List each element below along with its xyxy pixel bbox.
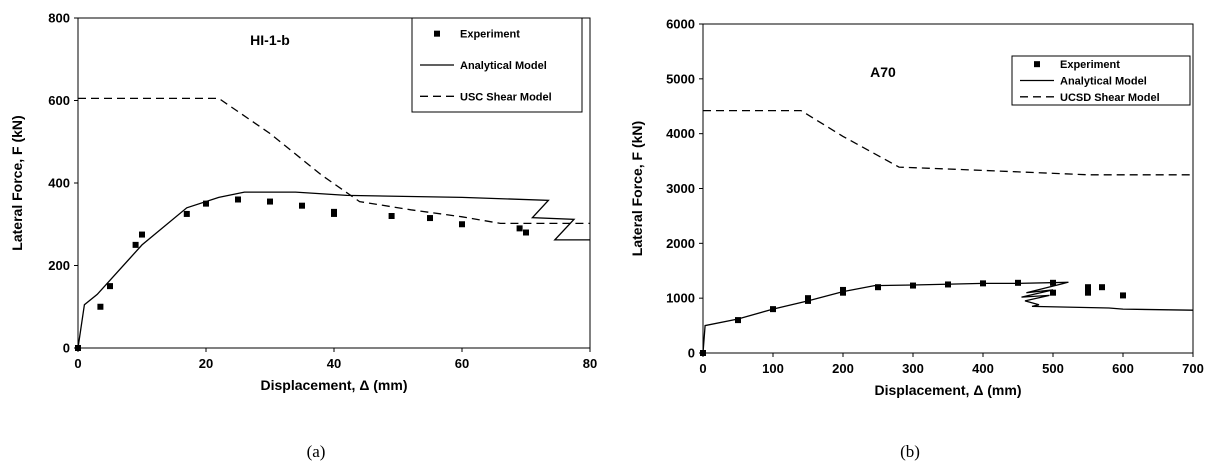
experiment-point (139, 231, 145, 238)
experiment-point (1050, 289, 1056, 296)
x-tick-label: 40 (327, 356, 341, 371)
y-tick-label: 4000 (666, 126, 695, 141)
legend-label: Analytical Model (460, 60, 547, 72)
experiment-point (388, 213, 395, 219)
legend-label: USC Shear Model (460, 91, 552, 103)
x-tick-label: 20 (199, 356, 213, 371)
experiment-point (97, 303, 104, 310)
experiment-point (735, 317, 741, 324)
y-tick-label: 3000 (666, 181, 695, 196)
experiment-point (203, 200, 209, 207)
experiment-point (875, 284, 881, 291)
legend-label: Experiment (460, 29, 520, 41)
panel-title: HI-1-b (250, 32, 290, 48)
experiment-point (267, 198, 273, 205)
y-tick-label: 6000 (666, 17, 695, 32)
experiment-point (299, 202, 305, 209)
y-tick-label: 0 (63, 341, 70, 356)
y-tick-label: 1000 (666, 291, 695, 306)
panel-caption: (a) (307, 442, 326, 461)
x-tick-label: 200 (832, 361, 854, 376)
y-tick-label: 600 (48, 93, 70, 108)
experiment-point (1085, 289, 1091, 296)
experiment-point (523, 229, 529, 236)
experiment-point (805, 295, 811, 302)
experiment-point (132, 241, 139, 248)
shear-model-line (78, 97, 590, 225)
analytical-model-line (703, 281, 1193, 353)
legend: Experiment Analytical Model UCSD Shear Mod… (1011, 55, 1191, 106)
y-tick-label: 400 (48, 176, 70, 191)
shear-model-line (703, 109, 1193, 176)
y-tick-label: 200 (48, 258, 70, 273)
experiment-point (840, 286, 846, 293)
y-tick-label: 800 (48, 11, 70, 26)
y-tick-label: 5000 (666, 71, 695, 86)
x-tick-label: 300 (902, 361, 924, 376)
x-tick-label: 700 (1182, 361, 1204, 376)
analytical-model-line (78, 191, 590, 348)
experiment-point (1120, 292, 1126, 299)
experiment-point (107, 283, 113, 290)
legend-label: UCSD Shear Model (1060, 92, 1160, 104)
panel-caption: (b) (900, 442, 920, 461)
y-axis-title: Lateral Force, F (kN) (629, 121, 645, 256)
experiment-point (183, 210, 190, 217)
experiment-point (1085, 284, 1091, 291)
x-tick-label: 60 (455, 356, 469, 371)
panel-b: 0 1000 2000 3000 4000 5000 6000 0 100 200 300 400 50… (629, 17, 1204, 462)
experiment-point (331, 210, 337, 217)
y-tick-label: 0 (688, 346, 695, 361)
x-tick-label: 500 (1042, 361, 1064, 376)
x-tick-label: 80 (583, 356, 597, 371)
legend-label: Analytical Model (1060, 76, 1147, 88)
legend: Experiment Analytical Model USC Shear Mode… (411, 17, 583, 113)
x-tick-label: 600 (1112, 361, 1134, 376)
legend-marker (434, 30, 440, 37)
experiment-point (516, 225, 523, 232)
legend-marker (1034, 61, 1040, 68)
x-tick-label: 400 (972, 361, 994, 376)
x-axis-title: Displacement, Δ (mm) (261, 377, 408, 393)
y-tick-label: 2000 (666, 236, 695, 251)
x-axis-title: Displacement, Δ (mm) (875, 382, 1022, 398)
experiment-point (235, 196, 241, 203)
y-axis-title: Lateral Force, F (kN) (9, 115, 25, 250)
legend-label: Experiment (1060, 59, 1120, 71)
x-tick-label: 0 (74, 356, 81, 371)
experiment-point (427, 215, 433, 222)
experiment-point (1099, 284, 1105, 291)
x-tick-label: 0 (699, 361, 706, 376)
experiment-point (459, 221, 465, 228)
panel-title: A70 (870, 64, 896, 80)
panel-a: 0 200 400 600 800 0 20 40 60 80 Displacement, Δ (m… (9, 11, 597, 462)
x-tick-label: 100 (762, 361, 784, 376)
